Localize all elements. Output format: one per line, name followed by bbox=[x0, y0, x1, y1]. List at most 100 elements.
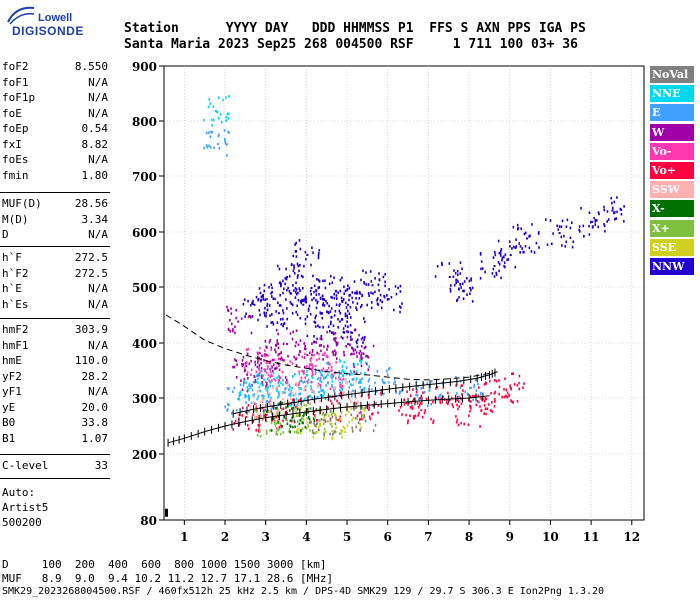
echo-dot bbox=[291, 392, 293, 395]
echo-dot bbox=[315, 408, 318, 411]
echo-dot bbox=[614, 217, 616, 221]
echo-dot bbox=[519, 245, 522, 248]
param-name: D bbox=[2, 228, 9, 241]
echo-dot bbox=[277, 390, 280, 394]
echo-dot bbox=[295, 292, 298, 296]
echo-dot bbox=[497, 261, 500, 264]
echo-dot bbox=[266, 432, 268, 435]
echo-dot bbox=[338, 358, 341, 362]
param-value: N/A bbox=[88, 153, 108, 166]
echo-dot bbox=[594, 223, 597, 226]
echo-dot bbox=[597, 211, 600, 214]
echo-dot bbox=[289, 424, 291, 427]
echo-dot bbox=[504, 265, 506, 269]
echo-dot bbox=[304, 425, 307, 429]
echo-dot bbox=[311, 431, 314, 435]
echo-dot bbox=[484, 270, 486, 274]
echo-dot bbox=[276, 341, 279, 345]
echo-dot bbox=[349, 293, 351, 297]
echo-dot bbox=[224, 405, 227, 409]
echo-dot bbox=[257, 298, 259, 302]
echo-dot bbox=[275, 350, 277, 354]
echo-dot bbox=[360, 337, 363, 341]
echo-dot bbox=[256, 410, 258, 413]
echo-dot bbox=[327, 366, 330, 370]
echo-dot bbox=[317, 278, 320, 282]
echo-dot bbox=[359, 423, 361, 426]
echo-dot bbox=[299, 264, 301, 267]
echo-dot bbox=[401, 302, 403, 305]
echo-dot bbox=[328, 311, 330, 315]
echo-dot bbox=[210, 130, 212, 134]
echo-dot bbox=[301, 298, 303, 302]
echo-dot bbox=[361, 406, 364, 409]
echo-dot bbox=[297, 298, 300, 302]
echo-dot bbox=[311, 389, 313, 392]
echo-dot bbox=[331, 296, 333, 299]
echo-dot bbox=[466, 293, 468, 296]
echo-dot bbox=[306, 364, 308, 368]
echo-dot bbox=[477, 394, 479, 397]
echo-dot bbox=[522, 386, 524, 389]
echo-dot bbox=[303, 398, 306, 401]
echo-dot bbox=[278, 352, 281, 356]
echo-dot bbox=[301, 417, 303, 420]
echo-dot bbox=[470, 288, 472, 292]
echo-dot bbox=[296, 428, 298, 432]
echo-dot bbox=[383, 392, 385, 396]
param-name: MUF(D) bbox=[2, 197, 42, 210]
echo-dot bbox=[538, 231, 540, 234]
echo-dot bbox=[299, 392, 301, 396]
echo-dot bbox=[332, 332, 335, 336]
echo-dot bbox=[350, 331, 352, 334]
echo-dot bbox=[309, 429, 311, 432]
echo-dot bbox=[340, 371, 342, 375]
echo-dot bbox=[209, 135, 212, 139]
param-value: 33 bbox=[94, 459, 108, 472]
echo-dot bbox=[294, 403, 296, 406]
echo-dot bbox=[309, 312, 312, 316]
echo-dot bbox=[393, 382, 395, 385]
echo-dot bbox=[324, 351, 326, 355]
echo-dot bbox=[505, 388, 507, 392]
echo-point bbox=[269, 381, 272, 384]
echo-dot bbox=[456, 298, 459, 301]
echo-dot bbox=[473, 383, 476, 387]
echo-dot bbox=[456, 418, 459, 422]
echo-dot bbox=[257, 381, 259, 385]
echo-dot bbox=[484, 397, 487, 400]
echo-dot bbox=[331, 380, 334, 383]
series-x bbox=[265, 401, 318, 434]
echo-dot bbox=[325, 375, 328, 378]
echo-dot bbox=[311, 396, 313, 400]
echo-dot bbox=[471, 286, 474, 290]
param-row-md: M(D) 3.34 bbox=[2, 213, 108, 228]
echo-dot bbox=[259, 430, 261, 433]
echo-dot bbox=[518, 381, 520, 385]
echo-dot bbox=[339, 377, 341, 381]
echo-dot bbox=[349, 373, 351, 377]
legend-item-vo: Vo+ bbox=[650, 162, 694, 179]
echo-dot bbox=[266, 308, 269, 312]
x-tick-label: 5 bbox=[343, 530, 351, 544]
echo-dot bbox=[311, 375, 313, 378]
echo-dot bbox=[518, 387, 520, 391]
echo-dot bbox=[324, 397, 327, 400]
echo-dot bbox=[311, 368, 313, 371]
echo-dot bbox=[490, 391, 492, 395]
param-row-hes: h`Es N/A bbox=[2, 298, 108, 313]
echo-dot bbox=[353, 280, 356, 283]
echo-dot bbox=[371, 301, 373, 304]
y-tick-label: 300 bbox=[132, 392, 157, 406]
echo-dot bbox=[264, 298, 266, 302]
echo-dot bbox=[360, 406, 363, 409]
echo-dot bbox=[331, 405, 334, 409]
echo-point bbox=[306, 354, 309, 356]
echo-dot bbox=[432, 400, 434, 404]
echo-dot bbox=[523, 232, 526, 236]
echo-dot bbox=[304, 318, 307, 321]
echo-dot bbox=[335, 361, 337, 364]
echo-dot bbox=[400, 306, 402, 309]
echo-dot bbox=[329, 330, 331, 333]
echo-dot bbox=[206, 145, 209, 149]
